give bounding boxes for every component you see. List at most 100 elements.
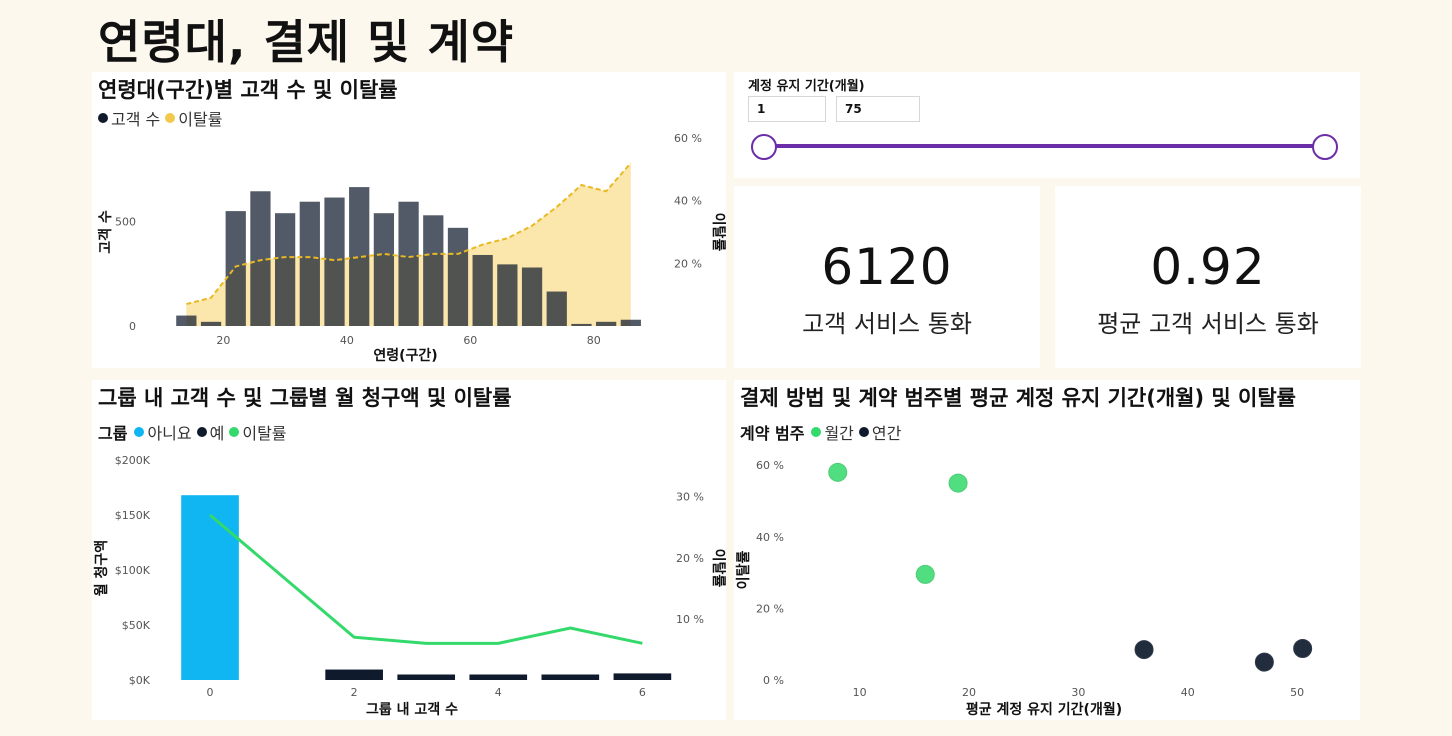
x-tick-label: 0 (207, 686, 214, 699)
y-axis-title: 월 청구액 (93, 540, 110, 596)
legend-label-customers: 고객 수 (111, 110, 161, 129)
group-bar-no (181, 495, 239, 680)
age-bar (571, 323, 592, 326)
y2-tick-label: 40 % (674, 195, 702, 208)
slicer-max-input[interactable] (836, 96, 920, 122)
legend-dot-yes (196, 427, 207, 437)
legend-title-contract: 계약 범주 (740, 424, 805, 443)
legend-label-monthly: 월간 (824, 424, 854, 443)
x-tick-label: 4 (495, 686, 502, 699)
churn-area (186, 163, 631, 326)
kpi-value-avg-calls: 0.92 (1150, 238, 1266, 296)
y-tick-label: $0K (129, 674, 151, 687)
group-bar-yes (541, 674, 600, 680)
y-axis-title: 고객 수 (97, 210, 114, 254)
age-bar (299, 201, 320, 326)
y-tick-label: 500 (115, 216, 136, 229)
group-churn-line (209, 513, 643, 645)
x-tick-label: 20 (962, 686, 976, 699)
y-axis-title: 이탈률 (735, 551, 752, 590)
age-bar (546, 291, 567, 326)
legend-dot-churn2 (229, 427, 240, 437)
tenure-scatter-card: 결제 방법 및 계약 범주별 평균 계정 유지 기간(개월) 및 이탈률 계약 … (734, 380, 1360, 720)
tenure-slicer: 계정 유지 기간(개월) (734, 72, 1360, 178)
scatter-point-yearly (1293, 638, 1313, 658)
y2-tick-label: 20 % (674, 257, 702, 270)
age-bar (521, 267, 543, 326)
y-tick-label: $200K (115, 454, 151, 467)
y2-tick-label: 30 % (676, 491, 704, 504)
legend-label-churn2: 이탈률 (242, 424, 287, 443)
x-tick-label: 6 (639, 686, 646, 699)
slider-track[interactable] (762, 144, 1324, 148)
age-bar (373, 213, 395, 326)
y-tick-label: $150K (115, 509, 151, 522)
slicer-title: 계정 유지 기간(개월) (748, 79, 865, 94)
legend-label-yes: 예 (209, 424, 225, 443)
group-chart-title: 그룹 내 고객 수 및 그룹별 월 청구액 및 이탈률 (98, 386, 512, 410)
legend-dot-churn (165, 113, 176, 123)
kpi-card-calls: 6120 고객 서비스 통화 (734, 186, 1040, 368)
scatter-chart-title: 결제 방법 및 계약 범주별 평균 계정 유지 기간(개월) 및 이탈률 (740, 386, 1296, 410)
page-title: 연령대, 결제 및 계약 (98, 15, 515, 69)
group-chart-card: 그룹 내 고객 수 및 그룹별 월 청구액 및 이탈률 그룹 아니요 예 이탈률… (92, 380, 726, 720)
age-bar (497, 264, 518, 326)
age-bar (349, 187, 370, 326)
y-tick-label: $50K (122, 619, 151, 632)
legend-label-churn: 이탈률 (178, 110, 223, 129)
y2-tick-label: 10 % (676, 613, 704, 626)
y2-tick-label: 20 % (676, 552, 704, 565)
age-bar (620, 319, 641, 326)
scatter-point-yearly (1254, 652, 1274, 672)
x-tick-label: 40 (1181, 686, 1195, 699)
scatter-point-yearly (1134, 640, 1154, 660)
age-bar (274, 213, 296, 326)
age-bar (324, 197, 345, 326)
y-tick-label: 0 (129, 320, 136, 333)
y-tick-label: 0 % (763, 674, 784, 687)
x-tick-label: 20 (216, 334, 230, 347)
legend-label-no: 아니요 (147, 424, 192, 443)
x-tick-label: 30 (1071, 686, 1085, 699)
scatter-chart-plot[interactable]: 10 20 30 40 50 0 % 20 % 40 % 60 % 평균 계정 유지 기간(개월)… (734, 380, 1360, 720)
x-tick-label: 80 (587, 334, 601, 347)
group-bar-yes (325, 669, 383, 680)
y2-axis-title: 이탈률 (710, 213, 726, 252)
age-bar (176, 315, 197, 326)
scatter-chart-legend: 계약 범주 월간 연간 (740, 420, 901, 444)
slider-min-handle[interactable] (751, 134, 777, 160)
legend-dot-monthly (811, 427, 822, 437)
group-bar-yes (613, 673, 672, 680)
x-tick-label: 10 (853, 686, 867, 699)
group-bar-yes (469, 674, 528, 680)
age-chart-title: 연령대(구간)별 고객 수 및 이탈률 (98, 78, 398, 102)
x-axis-title: 연령(구간) (373, 347, 437, 364)
x-axis-title: 그룹 내 고객 수 (366, 701, 458, 718)
legend-title-group: 그룹 (98, 424, 128, 443)
y-tick-label: 60 % (756, 459, 784, 472)
legend-dot-customers (98, 113, 108, 123)
kpi-value-calls: 6120 (821, 238, 953, 296)
kpi-label-avg-calls: 평균 고객 서비스 통화 (1097, 310, 1319, 338)
y-tick-label: 20 % (756, 602, 784, 615)
scatter-point-monthly (915, 564, 935, 584)
age-bar (398, 201, 419, 326)
legend-label-yearly: 연간 (871, 424, 902, 443)
age-bar (447, 227, 469, 326)
legend-dot-no (134, 427, 145, 437)
age-bar (250, 191, 271, 326)
y2-axis-title: 이탈률 (710, 549, 726, 588)
legend-dot-yearly (858, 427, 869, 437)
age-bar (200, 321, 222, 326)
x-tick-label: 40 (340, 334, 354, 347)
kpi-label-calls: 고객 서비스 통화 (802, 310, 972, 338)
group-chart-legend: 그룹 아니요 예 이탈률 (98, 420, 287, 444)
age-bar (225, 211, 246, 326)
age-chart-legend: 고객 수 이탈률 (98, 106, 222, 130)
age-bar (472, 254, 493, 326)
slicer-min-input[interactable] (748, 96, 826, 122)
scatter-point-monthly (948, 473, 968, 493)
slider-max-handle[interactable] (1312, 134, 1338, 160)
